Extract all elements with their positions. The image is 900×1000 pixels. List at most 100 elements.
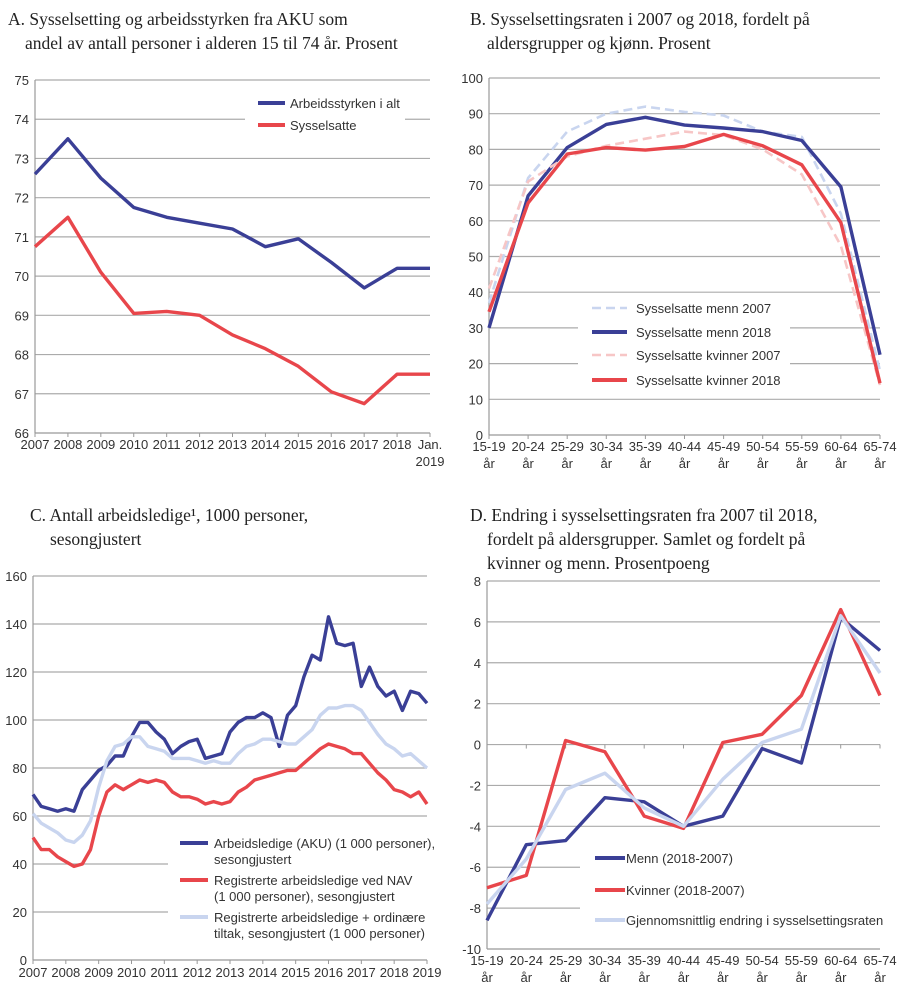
y-tick-label: 72	[15, 191, 29, 206]
legend-label: Kvinner (2018-2007)	[626, 883, 745, 898]
y-tick-label: -10	[462, 942, 481, 957]
chart-title-line: A. Sysselsetting og arbeidsstyrken fra A…	[8, 9, 348, 29]
x-tick-label: 2018	[383, 437, 412, 452]
x-tick-label: 2018	[380, 965, 409, 980]
x-tick-label: 2011	[153, 437, 181, 452]
chart-panel-c: C. Antall arbeidsledige¹, 1000 personer,…	[5, 505, 443, 980]
x-tick-label: år	[521, 970, 533, 985]
x-tick-label: år	[796, 456, 808, 471]
legend-label: (1 000 personer), sesongjustert	[214, 889, 395, 904]
x-tick-label: 2008	[51, 965, 80, 980]
x-tick-label: 2012	[185, 437, 214, 452]
y-tick-label: 8	[474, 574, 481, 589]
legend: Arbeidsledige (AKU) (1 000 personer),ses…	[180, 836, 435, 941]
x-tick-label: 2008	[53, 437, 82, 452]
legend-background	[580, 845, 895, 935]
x-tick-label: år	[874, 970, 886, 985]
series-line-0	[33, 137, 430, 290]
y-tick-label: 100	[461, 71, 483, 86]
series-line-1	[486, 607, 882, 890]
series-line-1	[31, 742, 429, 869]
legend-label: Sysselsatte kvinner 2007	[636, 348, 781, 363]
y-tick-label: 160	[5, 569, 27, 584]
x-tick-label: 30-34	[590, 439, 623, 454]
x-tick-label: 40-44	[668, 439, 701, 454]
chart-title-line: andel av antall personer i alderen 15 ti…	[25, 33, 398, 53]
y-tick-label: 40	[13, 857, 27, 872]
x-tick-label: 15-19	[472, 439, 505, 454]
x-tick-label: 2019	[416, 454, 445, 469]
y-tick-label: 120	[5, 665, 27, 680]
x-tick-label: 45-49	[706, 953, 739, 968]
x-tick-label: år	[601, 456, 613, 471]
series-line-1	[33, 215, 430, 406]
x-tick-label: 2015	[281, 965, 310, 980]
y-tick-label: -4	[469, 819, 481, 834]
x-tick-label: 50-54	[745, 953, 778, 968]
series-line-0	[31, 615, 429, 813]
y-tick-label: 6	[474, 615, 481, 630]
chart-title-line: B. Sysselsettingsraten i 2007 og 2018, f…	[470, 9, 810, 29]
x-tick-label: 2007	[19, 965, 48, 980]
x-tick-label: 2019	[413, 965, 442, 980]
x-tick-label: 2009	[86, 437, 115, 452]
x-tick-label: 60-64	[824, 439, 857, 454]
y-tick-label: 0	[476, 428, 483, 443]
legend-label: Sysselsatte menn 2018	[636, 325, 771, 340]
x-tick-label: 20-24	[511, 439, 544, 454]
x-tick-label: 2009	[84, 965, 113, 980]
x-tick-label: 2015	[284, 437, 313, 452]
x-tick-label: 2013	[218, 437, 247, 452]
y-tick-label: 74	[15, 112, 29, 127]
x-tick-label: år	[717, 970, 729, 985]
y-tick-label: 0	[20, 953, 27, 968]
y-tick-label: 69	[15, 308, 29, 323]
legend-background	[578, 298, 790, 392]
x-tick-label: år	[638, 970, 650, 985]
chart-title-line: sesongjustert	[50, 529, 142, 549]
x-tick-label: 2012	[183, 965, 212, 980]
x-tick-label: år	[757, 456, 769, 471]
x-tick-label: 50-54	[746, 439, 779, 454]
legend-background	[245, 90, 405, 137]
legend-label: sesongjustert	[214, 852, 292, 867]
chart-title-line: D. Endring i sysselsettingsraten fra 200…	[470, 505, 818, 525]
x-tick-label: 25-29	[549, 953, 582, 968]
x-tick-label: år	[561, 456, 573, 471]
x-tick-label: 60-64	[824, 953, 857, 968]
chart-title-line: fordelt på aldersgrupper. Samlet og ford…	[487, 529, 806, 549]
x-tick-label: Jan.	[418, 437, 443, 452]
y-tick-label: 4	[474, 656, 481, 671]
x-tick-label: år	[599, 970, 611, 985]
x-tick-label: år	[481, 970, 493, 985]
y-tick-label: 80	[469, 142, 483, 157]
y-tick-label: 80	[13, 761, 27, 776]
legend-label: Sysselsatte kvinner 2018	[636, 373, 781, 388]
x-tick-label: 25-29	[551, 439, 584, 454]
x-tick-label: 55-59	[785, 953, 818, 968]
x-tick-label: 40-44	[667, 953, 700, 968]
chart-panel-b: B. Sysselsettingsraten i 2007 og 2018, f…	[461, 9, 896, 471]
y-tick-label: 140	[5, 617, 27, 632]
x-tick-label: år	[522, 456, 534, 471]
x-tick-label: 20-24	[510, 953, 543, 968]
chart-title-line: C. Antall arbeidsledige¹, 1000 personer,	[30, 505, 308, 525]
x-tick-label: 55-59	[785, 439, 818, 454]
y-tick-label: 90	[469, 107, 483, 122]
x-tick-label: 2010	[119, 437, 148, 452]
y-tick-label: 20	[13, 905, 27, 920]
series-line-2	[485, 614, 882, 906]
x-tick-label: 2017	[347, 965, 376, 980]
series-line-2	[31, 703, 429, 845]
series-line-0	[487, 105, 882, 372]
x-tick-label: år	[874, 456, 886, 471]
legend-label: Sysselsatte menn 2007	[636, 301, 771, 316]
legend-label: Registrerte arbeidsledige ved NAV	[214, 873, 413, 888]
y-tick-label: 2	[474, 697, 481, 712]
x-tick-label: 35-39	[628, 953, 661, 968]
x-tick-label: 2016	[314, 965, 343, 980]
chart-panel-a: A. Sysselsetting og arbeidsstyrken fra A…	[8, 9, 444, 469]
x-tick-label: år	[560, 970, 572, 985]
y-tick-label: 60	[13, 809, 27, 824]
